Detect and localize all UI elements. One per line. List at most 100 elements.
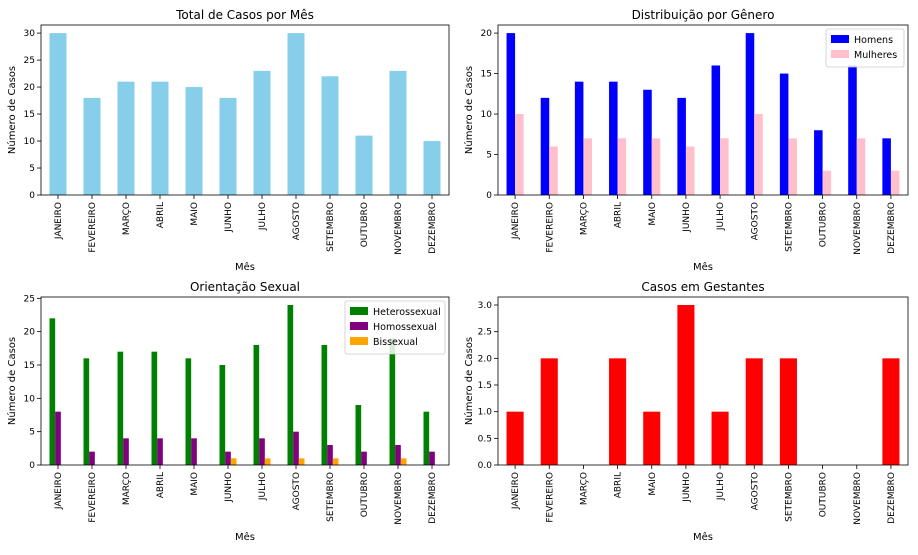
y-tick-label: 2.0: [478, 354, 493, 364]
x-tick-label: AGOSTO: [292, 202, 302, 240]
legend-label: Mulheres: [854, 50, 897, 61]
x-tick-label: MARÇO: [579, 472, 589, 505]
x-tick-label: JULHO: [258, 472, 268, 501]
bar-series-julho: [253, 70, 271, 195]
bar-bissexual-setembro: [332, 458, 339, 465]
legend-label: Heterossexual: [373, 307, 441, 318]
bar-series-outubro: [355, 135, 373, 195]
x-tick-label: MARÇO: [122, 472, 132, 505]
x-tick-label: MAIO: [190, 202, 200, 226]
bar-series-abril: [609, 358, 627, 465]
x-tick-label: JANEIRO: [54, 202, 64, 240]
x-tick-label: ABRIL: [156, 202, 166, 228]
legend-label: Homens: [854, 35, 893, 46]
x-tick-label: SETEMBRO: [326, 202, 336, 252]
x-tick-label: ABRIL: [156, 472, 166, 498]
legend: Heterossexual Homossexual Bissexual: [344, 300, 446, 355]
x-tick-label: ABRIL: [614, 472, 624, 498]
bar-mulheres-setembro: [788, 138, 797, 195]
legend-box: [344, 300, 446, 355]
bar-heterossexual-maio: [185, 358, 192, 465]
y-tick-label: 5: [29, 164, 35, 174]
bar-series-agosto: [745, 358, 763, 465]
bar-series-dezembro: [423, 141, 441, 195]
bar-mulheres-março: [583, 138, 592, 195]
x-axis-label: Mês: [235, 531, 255, 543]
y-tick-label: 1.0: [478, 408, 493, 418]
bar-mulheres-dezembro: [890, 170, 900, 195]
bar-homens-setembro: [779, 73, 789, 195]
x-tick-label: OUTUBRO: [819, 202, 829, 247]
x-tick-label: FEVEREIRO: [545, 472, 555, 523]
bar-series-janeiro: [49, 33, 67, 195]
y-tick-label: 1.5: [478, 381, 492, 391]
legend-swatch: [350, 307, 368, 315]
x-tick-label: JUNHO: [682, 202, 692, 233]
x-tick-label: DEZEMBRO: [428, 472, 438, 524]
x-tick-label: AGOSTO: [750, 202, 760, 240]
y-tick-label: 0.5: [478, 434, 492, 444]
y-tick-label: 10: [481, 110, 493, 120]
x-axis-label: Mês: [693, 261, 713, 273]
bar-series-setembro: [321, 76, 339, 195]
bar-homossexual-novembro: [395, 445, 401, 465]
bar-heterossexual-outubro: [355, 405, 362, 465]
y-tick-label: 25: [24, 56, 35, 66]
y-tick-label: 15: [24, 110, 35, 120]
y-tick-label: 25: [24, 294, 35, 304]
bar-series-fevereiro: [83, 97, 101, 195]
bar-series-março: [117, 81, 135, 195]
y-axis-label: Número de Casos: [463, 66, 475, 154]
bar-heterossexual-dezembro: [423, 411, 430, 465]
bar-heterossexual-fevereiro: [83, 358, 90, 465]
x-tick-label: JANEIRO: [54, 472, 64, 510]
y-tick-label: 15: [24, 361, 35, 371]
x-tick-label: JULHO: [716, 202, 726, 231]
y-axis-label: Número de Casos: [6, 66, 18, 154]
bar-heterossexual-julho: [253, 345, 260, 465]
x-tick-label: JUNHO: [224, 472, 234, 503]
bar-homens-março: [574, 81, 584, 195]
bar-series-agosto: [287, 33, 305, 195]
y-tick-label: 0: [486, 191, 492, 201]
bar-homens-fevereiro: [540, 97, 550, 195]
bar-series-setembro: [779, 358, 797, 465]
x-tick-label: FEVEREIRO: [88, 202, 98, 253]
x-tick-label: JANEIRO: [511, 202, 521, 240]
bar-homossexual-julho: [259, 438, 265, 465]
bar-homossexual-outubro: [361, 451, 367, 465]
y-tick-label: 3.0: [478, 301, 493, 311]
bar-homossexual-janeiro: [55, 411, 61, 465]
x-tick-label: MARÇO: [122, 202, 132, 235]
legend-label: Homossexual: [373, 322, 437, 333]
x-tick-label: OUTUBRO: [360, 472, 370, 517]
y-tick-label: 2.5: [478, 328, 492, 338]
bar-heterossexual-junho: [219, 365, 226, 465]
bar-series-junho: [219, 97, 237, 195]
legend: Homens Mulheres: [825, 28, 905, 68]
y-tick-label: 5: [486, 151, 492, 161]
bar-bissexual-novembro: [400, 458, 407, 465]
bar-homossexual-agosto: [293, 431, 299, 465]
bar-series-junho: [677, 305, 695, 465]
x-tick-label: FEVEREIRO: [88, 472, 98, 523]
x-tick-label: FEVEREIRO: [545, 202, 555, 253]
x-tick-label: MAIO: [648, 202, 658, 226]
x-tick-label: NOVEMBRO: [394, 202, 404, 255]
axes-frame: [40, 296, 450, 466]
x-axis-label: Mês: [235, 261, 255, 273]
bar-homossexual-junho: [225, 451, 231, 465]
bar-homens-janeiro: [506, 33, 516, 195]
bar-bissexual-junho: [230, 458, 237, 465]
bar-homens-abril: [609, 81, 618, 195]
bar-homossexual-setembro: [327, 445, 333, 465]
bar-heterossexual-setembro: [321, 345, 328, 465]
y-tick-label: 20: [24, 328, 36, 338]
bar-homens-outubro: [814, 130, 823, 195]
x-tick-label: OUTUBRO: [819, 472, 829, 517]
x-tick-label: JULHO: [716, 472, 726, 501]
y-tick-label: 10: [24, 137, 36, 147]
x-tick-label: NOVEMBRO: [853, 472, 863, 525]
